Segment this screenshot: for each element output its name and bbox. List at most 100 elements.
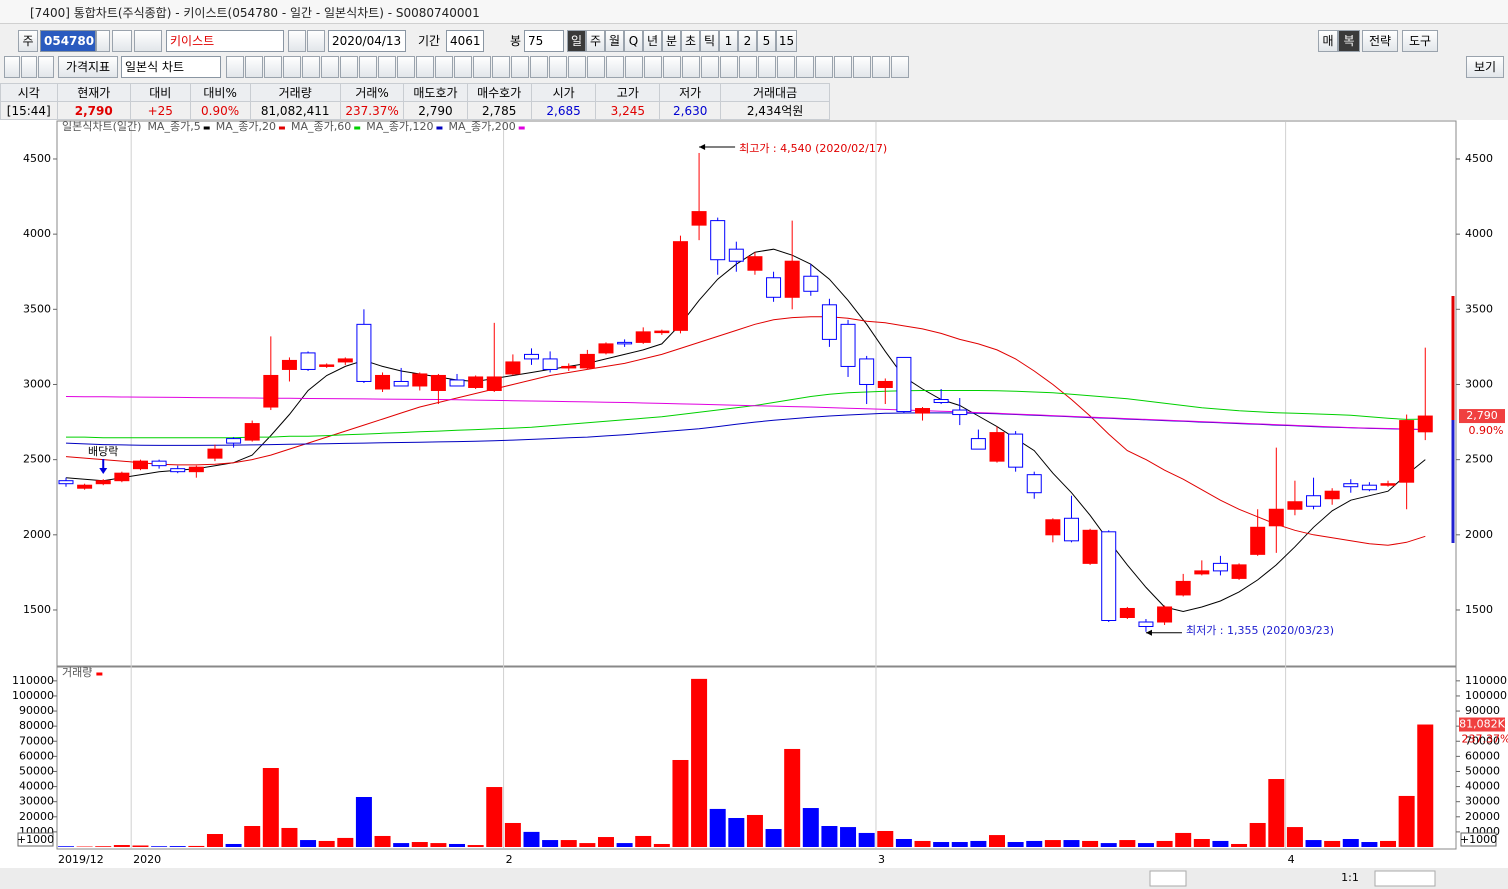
tool-icon[interactable]: [416, 56, 434, 78]
tool-icon[interactable]: [701, 56, 719, 78]
tool-icon[interactable]: [549, 56, 567, 78]
legend-title: 거래량: [62, 666, 92, 679]
tool-icon[interactable]: [340, 56, 358, 78]
candle-body: [840, 323, 856, 367]
tool-icon[interactable]: [321, 56, 339, 78]
tool-icon[interactable]: [815, 56, 833, 78]
x-tick-label: 2019/12: [58, 853, 104, 866]
arrow-button[interactable]: [4, 56, 20, 78]
interval-button[interactable]: 15: [776, 30, 797, 52]
right-button[interactable]: 전략: [1362, 30, 1398, 52]
y-tick-label: 4000: [1465, 227, 1493, 240]
volume-bar: [262, 767, 279, 847]
scroll-track[interactable]: [1149, 870, 1187, 887]
tool-icon[interactable]: [758, 56, 776, 78]
interval-button[interactable]: Q: [624, 30, 643, 52]
name-input[interactable]: 키이스트: [166, 30, 284, 52]
interval-button[interactable]: 일: [567, 30, 586, 52]
view-button[interactable]: 보기: [1466, 56, 1504, 78]
quote-header: 거래량: [249, 83, 341, 102]
candle-body: [1250, 526, 1266, 555]
count-input[interactable]: 75: [524, 30, 564, 52]
tool-icon[interactable]: [511, 56, 529, 78]
tool-icon[interactable]: [264, 56, 282, 78]
tool-icon[interactable]: [891, 56, 909, 78]
interval-button[interactable]: 5: [757, 30, 776, 52]
code-input[interactable]: 054780: [40, 30, 96, 52]
market-button[interactable]: 주: [18, 30, 38, 52]
tool-icon[interactable]: [796, 56, 814, 78]
indicator-button[interactable]: 가격지표: [58, 56, 118, 78]
interval-button[interactable]: 년: [643, 30, 662, 52]
quote-value: 2,685: [530, 101, 597, 120]
ma-line: [66, 390, 1426, 439]
tool-icon[interactable]: [720, 56, 738, 78]
tool-icon[interactable]: [606, 56, 624, 78]
tool-icon[interactable]: [587, 56, 605, 78]
candle-body: [468, 376, 484, 388]
tool-icon[interactable]: [530, 56, 548, 78]
right-button[interactable]: 복: [1338, 30, 1360, 52]
y-tick-label: 50000: [19, 764, 54, 777]
tool-icon[interactable]: [834, 56, 852, 78]
volume-bar: [430, 843, 447, 847]
y-tick-label: 80000: [19, 719, 54, 732]
volume-bar: [206, 834, 223, 847]
interval-button[interactable]: 2: [738, 30, 757, 52]
tool-icon[interactable]: [682, 56, 700, 78]
tool-icon[interactable]: [853, 56, 871, 78]
search-button[interactable]: [112, 30, 132, 52]
right-button[interactable]: 도구: [1402, 30, 1438, 52]
tool-icon[interactable]: [302, 56, 320, 78]
tool-icon[interactable]: [777, 56, 795, 78]
x-tick-label: 3: [878, 853, 885, 866]
candle-body: [896, 356, 912, 413]
tool-icon[interactable]: [245, 56, 263, 78]
interval-button[interactable]: 주: [586, 30, 605, 52]
tool-icon[interactable]: [872, 56, 890, 78]
tool-icon[interactable]: [359, 56, 377, 78]
y-tick-label: 30000: [19, 795, 54, 808]
tool-icon[interactable]: [226, 56, 244, 78]
period-input[interactable]: 4061: [446, 30, 484, 52]
date-input[interactable]: 2020/04/13: [328, 30, 406, 52]
tool-icon[interactable]: [492, 56, 510, 78]
volume-bar: [579, 843, 596, 847]
scrollbar[interactable]: [0, 868, 1508, 889]
chart-style-select[interactable]: 일본식 차트: [121, 56, 221, 78]
interval-button[interactable]: 월: [605, 30, 624, 52]
volume-bar: [765, 829, 782, 847]
code-dropdown[interactable]: [96, 30, 110, 52]
tool-icon[interactable]: [454, 56, 472, 78]
volume-bar: [169, 846, 186, 847]
next-button[interactable]: [288, 30, 306, 52]
tool-icon[interactable]: [644, 56, 662, 78]
interval-button[interactable]: 1: [719, 30, 738, 52]
zoom-slider[interactable]: [1374, 870, 1436, 887]
tool-icon[interactable]: [739, 56, 757, 78]
interval-button[interactable]: 틱: [700, 30, 719, 52]
tool-icon[interactable]: [283, 56, 301, 78]
arrow-button[interactable]: [21, 56, 37, 78]
tool-icon[interactable]: [435, 56, 453, 78]
quote-value: 2,785: [466, 101, 532, 120]
sort-button[interactable]: [134, 30, 162, 52]
volume-bar: [970, 840, 987, 847]
volume-bar: [672, 759, 689, 847]
tool-icon[interactable]: [397, 56, 415, 78]
tool-icon[interactable]: [663, 56, 681, 78]
arrow-button[interactable]: [38, 56, 54, 78]
interval-button[interactable]: 초: [681, 30, 700, 52]
right-button[interactable]: 매: [1318, 30, 1338, 52]
interval-button[interactable]: 분: [662, 30, 681, 52]
candle-body: [1287, 501, 1303, 510]
legend-entry: MA_종가,120: [366, 120, 433, 133]
prev-button[interactable]: [307, 30, 325, 52]
tool-icon[interactable]: [568, 56, 586, 78]
tool-icon[interactable]: [378, 56, 396, 78]
tool-icon[interactable]: [473, 56, 491, 78]
volume-bar: [244, 826, 261, 847]
tool-icon[interactable]: [625, 56, 643, 78]
candle-body: [1212, 562, 1228, 572]
